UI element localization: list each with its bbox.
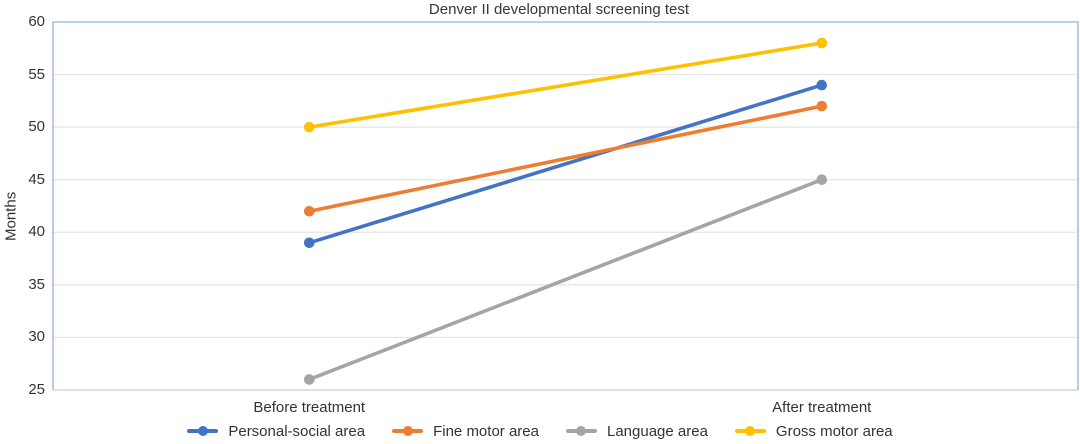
data-point-marker: [303, 121, 315, 133]
series-line: [307, 177, 824, 382]
legend-line-dot-marker: [734, 426, 766, 436]
legend-line-dot-marker: [565, 426, 597, 436]
y-tick-label: 25: [28, 381, 45, 398]
legend-line-dot-marker: [392, 426, 424, 436]
data-point-marker: [816, 79, 828, 91]
legend-item: Personal-social area: [187, 423, 365, 440]
data-point-marker: [303, 374, 315, 385]
y-tick-label: 45: [28, 170, 45, 188]
series-line: [307, 83, 824, 245]
data-point-marker: [303, 205, 315, 217]
y-axis-title: Months: [2, 191, 20, 241]
legend-label: Language area: [606, 422, 708, 440]
y-tick-label: 55: [28, 65, 45, 83]
x-category-label: Before treatment: [253, 399, 366, 416]
legend-item: Gross motor area: [734, 422, 893, 440]
y-tick-label: 30: [28, 328, 45, 346]
legend-label: Gross motor area: [775, 422, 893, 440]
data-point-marker: [816, 37, 828, 49]
data-point-marker: [303, 237, 315, 249]
chart-title: Denver II developmental screening test: [428, 1, 690, 18]
series-line: [307, 104, 824, 214]
legend-line-dot-marker: [187, 426, 219, 436]
y-tick-label: 35: [28, 275, 45, 293]
legend-label: Fine motor area: [433, 422, 539, 440]
legend-item: Language area: [565, 422, 708, 440]
x-category-label: After treatment: [772, 399, 872, 416]
y-tick-label: 50: [28, 118, 45, 136]
data-point-marker: [816, 100, 828, 112]
legend-label: Personal-social area: [228, 422, 366, 440]
chart-legend: Personal-social area Fine motor area Langu…: [0, 419, 1080, 443]
legend-item: Fine motor area: [392, 423, 539, 440]
y-tick-label: 60: [28, 13, 45, 30]
plot-border: [52, 21, 1079, 390]
y-tick-label: 40: [28, 223, 45, 241]
series-line: [307, 41, 824, 129]
data-point-marker: [816, 174, 828, 186]
